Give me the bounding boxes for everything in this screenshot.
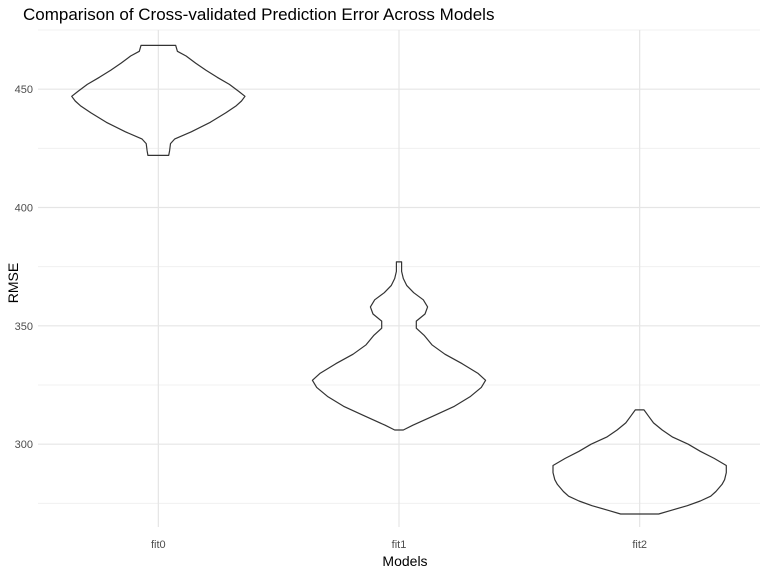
major-gridlines <box>38 30 760 527</box>
y-tick-label: 300 <box>15 439 33 451</box>
x-tick-label: fit0 <box>151 539 166 551</box>
x-tick-labels: fit0 fit1 fit2 <box>151 539 647 551</box>
violin-fit0 <box>71 44 246 156</box>
violin-fit1 <box>311 261 487 431</box>
y-axis-label: RMSE <box>5 263 21 303</box>
x-tick-label: fit1 <box>392 539 407 551</box>
violin-shapes <box>71 44 727 515</box>
violin-fit2 <box>552 409 727 515</box>
y-tick-label: 350 <box>15 321 33 333</box>
y-tick-label: 450 <box>15 84 33 96</box>
chart-title: Comparison of Cross-validated Prediction… <box>23 5 495 24</box>
x-tick-label: fit2 <box>632 539 647 551</box>
y-tick-label: 400 <box>15 203 33 215</box>
x-axis-label: Models <box>382 553 427 569</box>
y-tick-labels: 300 350 400 450 <box>15 84 33 451</box>
